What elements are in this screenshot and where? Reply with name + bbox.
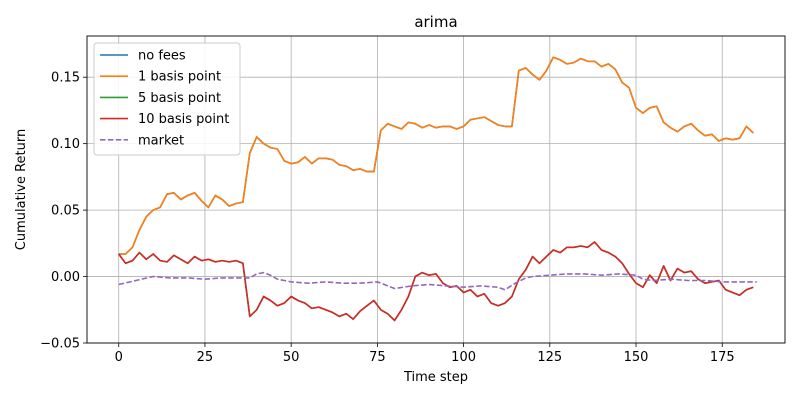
series-line-market [118, 271, 757, 291]
axes-frame [86, 35, 786, 344]
legend-label: 1 basis point [138, 70, 221, 85]
x-tick-label: 50 [283, 350, 300, 365]
x-axis-label: Time step [403, 370, 468, 385]
legend-label: 5 basis point [138, 91, 221, 106]
x-tick-label: 150 [624, 350, 649, 365]
legend-label: market [138, 133, 184, 148]
x-tick-label: 25 [197, 350, 214, 365]
y-tick-label: 0.00 [51, 270, 80, 285]
x-tick-label: 175 [710, 350, 735, 365]
series-layer [118, 56, 757, 322]
x-tick-label: 100 [451, 350, 476, 365]
y-tick-label: −0.05 [40, 337, 80, 352]
y-axis-label: Cumulative Return [14, 129, 29, 250]
ticks: 0 25 50 75 100 125 150 175 −0.05 0.00 0.05 0.10 0.15 [40, 71, 734, 365]
x-tick-label: 0 [115, 350, 123, 365]
legend-label: 10 basis point [138, 112, 229, 127]
y-tick-label: 0.15 [51, 71, 80, 86]
x-tick-label: 125 [537, 350, 562, 365]
legend-box [93, 42, 241, 156]
series-line-1-basis-point [118, 56, 754, 255]
legend-label: no fees [138, 49, 186, 64]
legend: no fees 1 basis point 5 basis point 10 basi… [93, 42, 241, 156]
y-tick-label: 0.10 [51, 137, 80, 152]
x-tick-label: 75 [369, 350, 386, 365]
chart-title: arima [414, 13, 457, 31]
y-tick-label: 0.05 [51, 204, 80, 219]
